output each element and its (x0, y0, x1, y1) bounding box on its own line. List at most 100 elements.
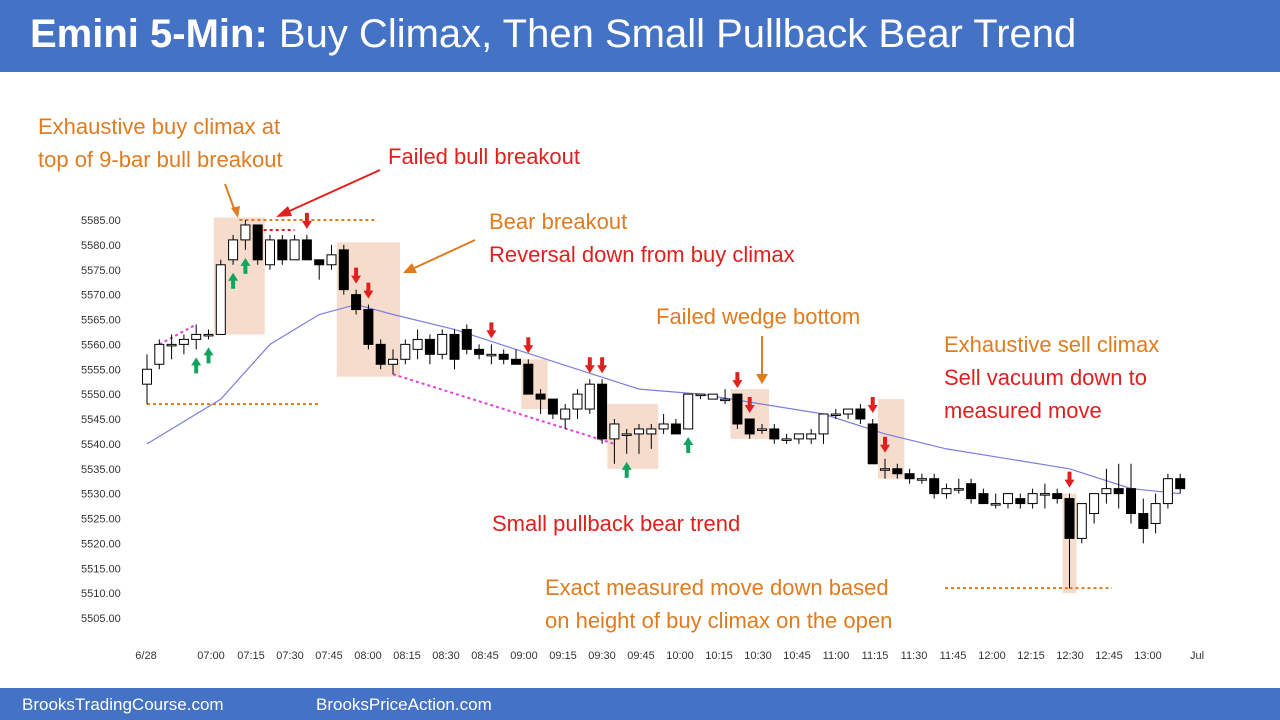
bull-candle (437, 333, 448, 355)
x-tick-label: 09:15 (549, 650, 577, 662)
red-down-arrow-icon (523, 337, 534, 354)
x-tick-label: 11:15 (862, 650, 889, 662)
title-banner: Emini 5-Min: Buy Climax, Then Small Pull… (0, 0, 1280, 72)
x-tick-label: 11:30 (901, 650, 928, 662)
small-pb-annotation-line: Small pullback bear trend (492, 511, 740, 536)
footer-link-right[interactable]: BrooksPriceAction.com (316, 695, 492, 714)
buy-climax-annotation-line: top of 9-bar bull breakout (38, 147, 283, 172)
red-down-arrow-icon (1064, 471, 1075, 488)
bull-candle (166, 343, 177, 347)
green-up-arrow-icon (191, 357, 202, 374)
highlight-box (878, 399, 905, 479)
y-tick-label: 5550.00 (81, 389, 121, 401)
bull-candle (1162, 478, 1173, 505)
x-tick-label: 10:15 (705, 650, 733, 662)
green-up-arrow-icon (683, 436, 694, 453)
bear-breakout-arrow (409, 239, 476, 271)
failed-wedge-annotation-line: Failed wedge bottom (656, 304, 860, 329)
x-tick-label: 09:30 (588, 650, 616, 662)
bull-candle (621, 433, 632, 436)
bear-candle (461, 328, 472, 350)
red-down-arrow-icon (744, 397, 755, 413)
title-rest: Buy Climax, Then Small Pullback Bear Tre… (267, 12, 1077, 56)
opening-wedge-line (158, 323, 197, 346)
y-tick-label: 5565.00 (81, 315, 121, 327)
x-tick-label: 07:30 (276, 650, 304, 662)
footer-banner: BrooksTradingCourse.com BrooksPriceActio… (0, 688, 1280, 720)
bull-candle (1076, 503, 1087, 539)
x-tick-label: 08:45 (471, 650, 499, 662)
bear-candle (1015, 498, 1026, 505)
bear-candle (966, 483, 977, 500)
bear-candle (277, 239, 288, 261)
bull-candle (584, 383, 595, 410)
y-tick-label: 5535.00 (81, 464, 121, 476)
x-tick-label: 6/28 (135, 650, 156, 662)
bear-candle (511, 358, 521, 365)
x-tick-label: 07:15 (237, 650, 265, 662)
bull-candle (228, 239, 239, 261)
bear-candle (855, 408, 866, 420)
y-tick-label: 5515.00 (81, 563, 121, 575)
bear-candle (449, 333, 460, 360)
sell-climax-annotation-line: Exhaustive sell climax (944, 332, 1159, 357)
bull-candle (646, 428, 657, 435)
bear-candle (338, 249, 349, 291)
bull-candle (191, 333, 202, 340)
failed-wedge-arrowhead-icon (756, 374, 768, 384)
buy-climax-annotation: Exhaustive buy climax at top of 9-bar bul… (38, 114, 283, 172)
bull-candle (720, 398, 731, 402)
bull-candle (781, 438, 792, 441)
x-tick-label: Jul (1190, 650, 1204, 662)
bear-candle (929, 478, 940, 495)
bear-candle (1113, 488, 1124, 495)
bear-candle (1138, 513, 1149, 529)
measured-move-annotation: Exact measured move down based on height … (545, 575, 892, 633)
bear-candle (474, 348, 485, 355)
bull-candle (609, 423, 620, 440)
y-tick-label: 5505.00 (81, 613, 121, 625)
reversal-down-annotation-line: Reversal down from buy climax (489, 242, 795, 267)
bull-candle (1039, 493, 1050, 496)
bear-candle (867, 423, 878, 465)
bear-candle (523, 363, 534, 395)
bull-candle (215, 264, 226, 335)
y-tick-label: 5575.00 (81, 265, 121, 277)
red-down-arrow-icon (363, 282, 374, 299)
bull-candle (142, 368, 152, 385)
x-tick-label: 10:30 (744, 650, 772, 662)
green-up-arrow-icon (621, 461, 632, 478)
bull-candle (572, 393, 583, 410)
green-up-arrow-icon (203, 347, 214, 364)
failed-bull-annotation-line: Failed bull breakout (388, 144, 580, 169)
bear-candle (732, 393, 743, 425)
bear-candle (892, 468, 903, 475)
y-tick-label: 5580.00 (81, 240, 121, 252)
bear-candle (670, 423, 681, 435)
bear-candle (535, 393, 546, 400)
bear-breakout-annotation-line: Bear breakout (489, 209, 627, 234)
red-down-arrow-icon (301, 212, 312, 229)
bull-candle (707, 393, 718, 400)
bull-candle (486, 353, 497, 357)
bull-candle (154, 343, 165, 365)
red-down-arrow-icon (486, 322, 497, 339)
bull-candle (240, 224, 251, 241)
y-tick-label: 5570.00 (81, 290, 121, 302)
x-tick-label: 10:45 (783, 650, 811, 662)
sell-vacuum-annotation-line: measured move (944, 398, 1102, 423)
buy-climax-arrowhead-icon (231, 206, 240, 218)
y-tick-label: 5520.00 (81, 538, 121, 550)
bear-candle (252, 224, 263, 261)
x-tick-label: 08:00 (354, 650, 382, 662)
bear-candle (904, 473, 915, 480)
buy-climax-annotation-line: Exhaustive buy climax at (38, 114, 280, 139)
bull-candle (1003, 493, 1013, 505)
bull-candle (880, 468, 890, 471)
failed-bull-arrow (284, 169, 381, 214)
failed-bull-annotation: Failed bull breakout (388, 144, 580, 169)
red-down-arrow-icon (584, 357, 595, 374)
y-tick-label: 5525.00 (81, 514, 121, 526)
bull-candle (560, 408, 571, 420)
footer-link-left[interactable]: BrooksTradingCourse.com (22, 695, 224, 714)
